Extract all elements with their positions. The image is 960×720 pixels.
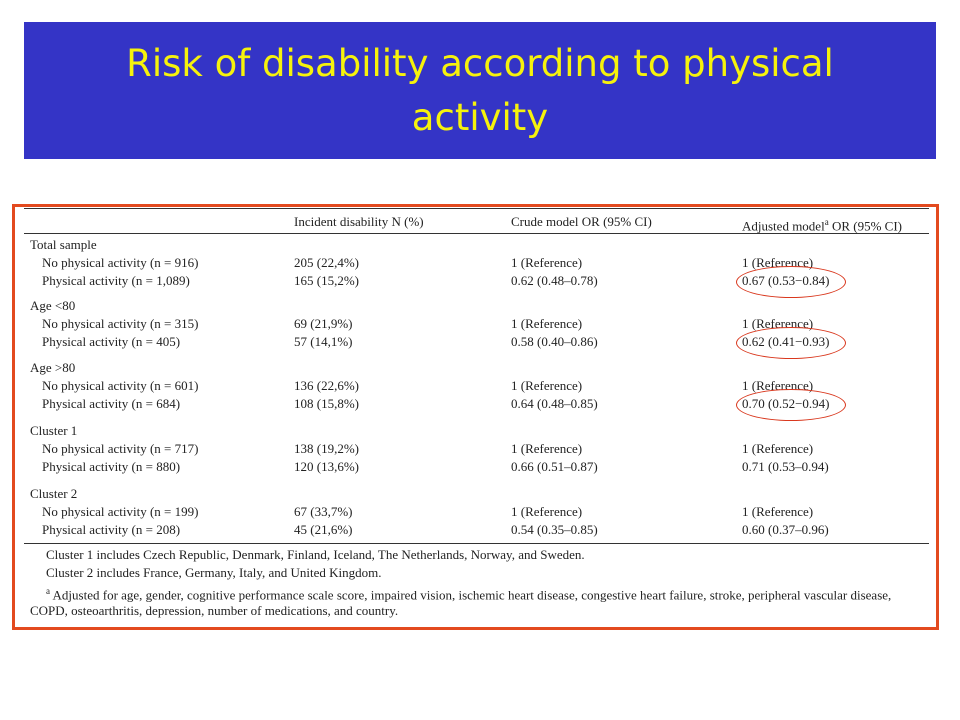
group-label: Cluster 1 [30, 423, 78, 438]
row-label: Physical activity (n = 1,089) [42, 273, 190, 288]
header-incident: Incident disability N (%) [294, 214, 424, 229]
highlight-ring [736, 389, 846, 421]
header-adjusted-post: OR (95% CI) [828, 218, 902, 234]
cell-crude: 1 (Reference) [511, 255, 583, 270]
cell-adjusted: 1 (Reference) [742, 504, 814, 519]
slide-title: Risk of disability according to physical… [126, 41, 834, 139]
cell-incident: 67 (33,7%) [294, 504, 353, 519]
header-crude: Crude model OR (95% CI) [511, 214, 652, 229]
cell-incident: 138 (19,2%) [294, 441, 359, 456]
cell-incident: 120 (13,6%) [294, 459, 359, 474]
footnote-adjusted-text: Adjusted for age, gender, cognitive perf… [30, 587, 892, 619]
row-label: No physical activity (n = 315) [42, 316, 199, 331]
cell-crude: 0.54 (0.35–0.85) [511, 522, 598, 537]
cell-incident: 108 (15,8%) [294, 396, 359, 411]
group-label: Total sample [30, 237, 97, 252]
row-label: No physical activity (n = 717) [42, 441, 199, 456]
cell-crude: 0.58 (0.40–0.86) [511, 334, 598, 349]
cell-incident: 69 (21,9%) [294, 316, 353, 331]
cell-incident: 45 (21,6%) [294, 522, 353, 537]
cell-crude: 1 (Reference) [511, 316, 583, 331]
highlight-ring [736, 266, 846, 298]
cell-adjusted: 1 (Reference) [742, 441, 814, 456]
table-frame [12, 204, 939, 630]
group-label: Age <80 [30, 298, 76, 313]
cell-incident: 205 (22,4%) [294, 255, 359, 270]
row-label: No physical activity (n = 601) [42, 378, 199, 393]
highlight-ring [736, 327, 846, 359]
table-top-rule [24, 208, 929, 209]
cell-adjusted: 0.71 (0.53–0.94) [742, 459, 829, 474]
cell-crude: 1 (Reference) [511, 504, 583, 519]
cell-incident: 165 (15,2%) [294, 273, 359, 288]
group-label: Age >80 [30, 360, 76, 375]
cell-crude: 1 (Reference) [511, 441, 583, 456]
cell-crude: 1 (Reference) [511, 378, 583, 393]
row-label: Physical activity (n = 208) [42, 522, 181, 537]
header-rule [24, 233, 929, 234]
footnote-marker: a [46, 586, 50, 596]
footnote-cluster2: Cluster 2 includes France, Germany, Ital… [46, 565, 382, 580]
header-adjusted: Adjusted modela OR (95% CI) [742, 214, 902, 234]
footnote-adjusted: a Adjusted for age, gender, cognitive pe… [30, 583, 925, 619]
cell-crude: 0.62 (0.48–0.78) [511, 273, 598, 288]
footnote-cluster1: Cluster 1 includes Czech Republic, Denma… [46, 547, 585, 562]
group-label: Cluster 2 [30, 486, 78, 501]
cell-incident: 57 (14,1%) [294, 334, 353, 349]
row-label: Physical activity (n = 880) [42, 459, 181, 474]
cell-crude: 0.66 (0.51–0.87) [511, 459, 598, 474]
header-adjusted-pre: Adjusted model [742, 218, 825, 234]
table-bottom-rule [24, 543, 929, 544]
row-label: Physical activity (n = 684) [42, 396, 181, 411]
header-adjusted-sup: a [824, 217, 829, 227]
cell-adjusted: 0.60 (0.37–0.96) [742, 522, 829, 537]
cell-crude: 0.64 (0.48–0.85) [511, 396, 598, 411]
title-banner: Risk of disability according to physical… [24, 22, 936, 159]
row-label: No physical activity (n = 199) [42, 504, 199, 519]
row-label: No physical activity (n = 916) [42, 255, 199, 270]
row-label: Physical activity (n = 405) [42, 334, 181, 349]
cell-incident: 136 (22,6%) [294, 378, 359, 393]
